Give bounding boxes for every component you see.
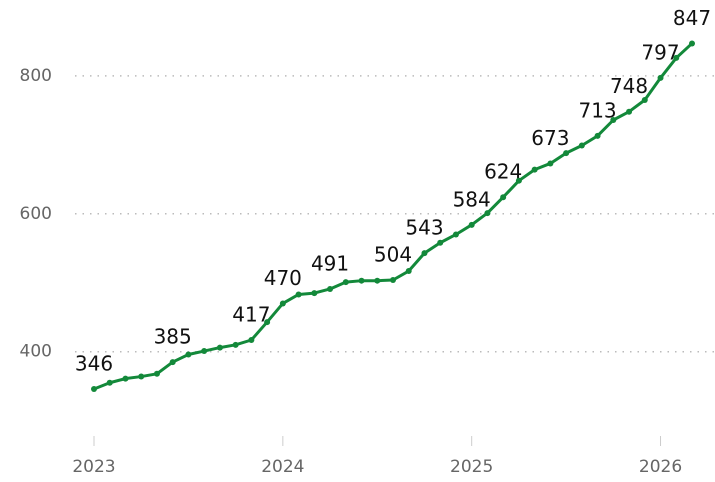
x-tick-label: 2026 (639, 457, 682, 477)
x-tick-label: 2023 (72, 457, 115, 477)
point (327, 285, 334, 292)
data-label: 624 (484, 160, 522, 184)
data-label: 797 (641, 40, 679, 64)
point (578, 142, 585, 149)
data-label: 470 (264, 266, 302, 290)
point (232, 341, 239, 348)
data-label: 346 (75, 351, 113, 375)
point (689, 40, 695, 47)
point (201, 348, 208, 355)
point (641, 97, 648, 103)
y-tick-label: 400 (20, 342, 52, 362)
point (405, 268, 412, 275)
point (610, 117, 617, 123)
point (248, 337, 255, 343)
data-label: 847 (673, 6, 711, 30)
point (279, 300, 286, 307)
data-label: 491 (311, 251, 349, 275)
point (185, 351, 192, 358)
data-label: 713 (578, 98, 616, 122)
point (626, 108, 633, 115)
point (515, 177, 522, 184)
point (358, 277, 365, 284)
point (484, 210, 491, 217)
point (264, 319, 271, 326)
point (106, 379, 113, 386)
point (91, 385, 97, 392)
point (169, 359, 176, 366)
data-label: 417 (232, 303, 270, 327)
point (468, 221, 475, 228)
point (122, 375, 129, 382)
x-tick-label: 2024 (261, 457, 304, 477)
point (563, 150, 570, 157)
point (547, 160, 554, 167)
point (437, 239, 444, 246)
data-label: 748 (610, 74, 648, 98)
point (374, 277, 381, 284)
point (138, 373, 145, 380)
point (657, 74, 664, 81)
point (342, 279, 349, 286)
y-tick-label: 600 (20, 204, 52, 224)
point (452, 231, 459, 238)
data-label: 584 (453, 187, 491, 211)
data-label: 543 (405, 216, 443, 240)
x-tick-label: 2025 (450, 457, 493, 477)
data-label: 673 (531, 126, 569, 150)
point (216, 344, 223, 351)
point (531, 166, 538, 173)
point (594, 132, 601, 139)
point (421, 250, 428, 257)
point (500, 194, 507, 201)
data-label: 385 (154, 325, 192, 349)
y-tick-label: 800 (20, 66, 52, 86)
point (295, 291, 302, 298)
point (153, 370, 160, 377)
point (673, 54, 680, 61)
point (390, 277, 396, 283)
point (311, 290, 318, 297)
data-label: 504 (374, 243, 412, 267)
